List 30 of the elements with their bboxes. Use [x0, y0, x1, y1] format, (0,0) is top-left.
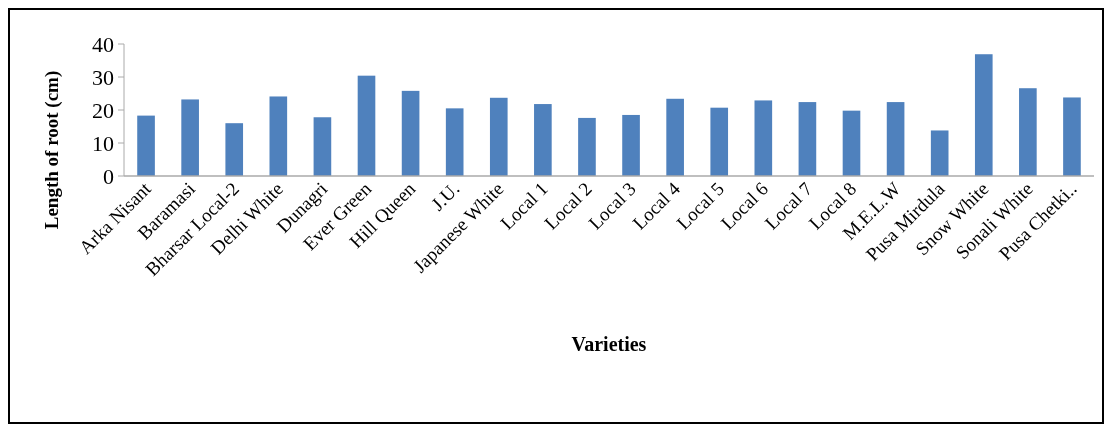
y-axis-title: Length of root (cm) — [41, 70, 63, 230]
x-tick-label: J.U. — [427, 177, 464, 215]
bar — [445, 108, 464, 176]
y-tick-label: 30 — [92, 64, 114, 90]
bar — [357, 75, 376, 176]
y-tick-label: 40 — [92, 31, 114, 57]
bar — [1063, 97, 1081, 176]
bar — [269, 96, 288, 176]
bar — [578, 117, 596, 176]
bar — [534, 104, 552, 176]
bar — [666, 98, 684, 176]
x-axis-title: Varieties — [571, 333, 647, 355]
bar — [974, 54, 993, 176]
bar — [622, 114, 640, 176]
bar — [886, 102, 905, 176]
y-tick-label: 10 — [92, 130, 114, 156]
bar — [225, 123, 244, 176]
y-tick-label: 0 — [103, 163, 114, 189]
bar — [930, 130, 949, 176]
bar — [798, 102, 817, 176]
bar — [181, 99, 199, 176]
bar — [1019, 88, 1037, 176]
bar — [401, 90, 420, 176]
bar — [489, 97, 508, 176]
bar — [754, 100, 773, 176]
bar — [842, 110, 861, 176]
bar — [137, 115, 155, 176]
bar — [313, 117, 332, 176]
y-tick-label: 20 — [92, 97, 114, 123]
bar — [710, 107, 729, 176]
